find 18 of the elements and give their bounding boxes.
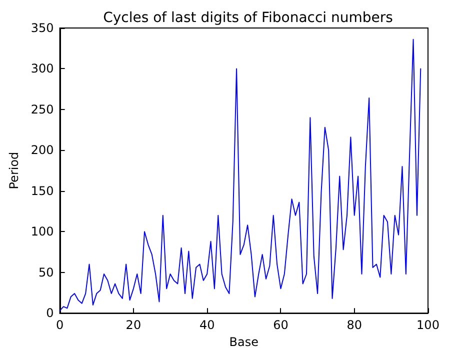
- line-series: [59, 38, 422, 312]
- x-tick-label: 20: [126, 318, 142, 332]
- y-tick-label: 100: [30, 224, 54, 239]
- x-tick-label: 40: [199, 318, 215, 332]
- x-tick-label: 100: [416, 318, 440, 332]
- y-tick-label: 350: [30, 21, 54, 35]
- y-tick-label: 0: [46, 306, 54, 320]
- chart-title: Cycles of last digits of Fibonacci numbers: [103, 10, 393, 26]
- y-tick-label: 150: [30, 184, 54, 198]
- x-axis-title: Base: [229, 335, 259, 349]
- x-tick-label: 80: [346, 318, 362, 332]
- y-tick-label: 250: [30, 102, 54, 116]
- x-tick-label: 60: [273, 318, 288, 332]
- y-axis-title: Period: [7, 152, 21, 190]
- x-tick-label: 0: [56, 318, 64, 332]
- y-tick-label: 50: [38, 265, 54, 280]
- y-tick-label: 200: [30, 143, 54, 158]
- y-tick-label: 300: [30, 62, 54, 76]
